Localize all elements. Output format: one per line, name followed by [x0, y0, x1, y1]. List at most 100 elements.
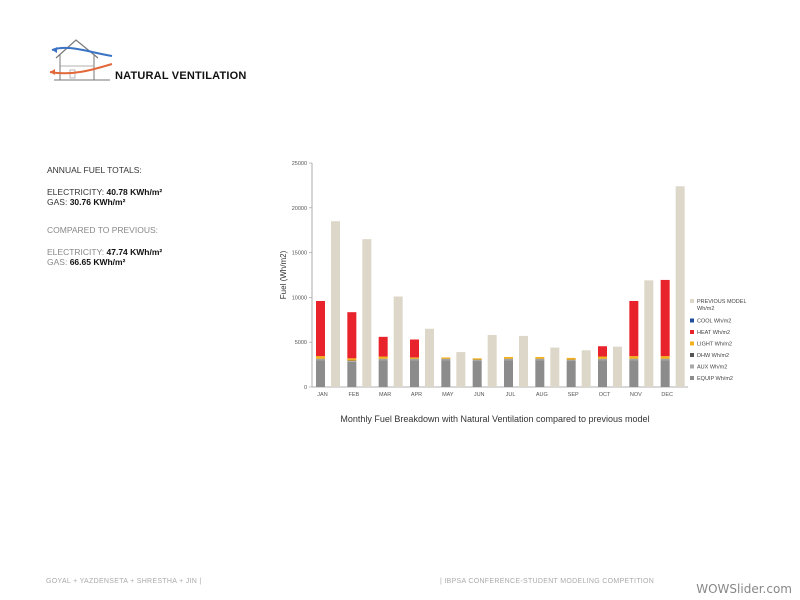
footer-authors: GOYAL + YAZDENSETA + SHRESTHA + JIN | — [46, 578, 202, 585]
prev-gas-total: GAS: 66.65 KWh/m² — [47, 257, 162, 267]
legend-swatch — [690, 376, 694, 380]
bar-heat — [598, 346, 607, 357]
bar-light — [566, 357, 576, 360]
legend-label: COOL Wh/m2 — [697, 319, 731, 325]
electricity-value: 40.78 KWh/m² — [106, 187, 163, 197]
legend-label: EQUIP Wh/m2 — [697, 376, 733, 382]
bar-heat — [660, 279, 670, 357]
gas-value: 30.76 KWh/m² — [69, 197, 126, 207]
bar-previous-model — [581, 350, 591, 387]
bar-light — [660, 356, 670, 359]
legend-label: AUX Wh/m2 — [697, 365, 727, 371]
bar-aux — [660, 359, 670, 361]
fuel-chart: 0 5000 10000 15000 20000 25000 Fuel (Wh/m2) JAN… — [279, 155, 760, 435]
bar-light — [629, 356, 639, 359]
prev-electricity-total: ELECTRICITY: 47.74 KWh/m² — [47, 247, 162, 257]
x-tick-label: AUG — [536, 392, 548, 398]
bar-light — [410, 357, 419, 359]
bar-previous-model — [550, 347, 560, 387]
bar-aux — [316, 359, 325, 361]
bar-previous-model — [613, 346, 622, 387]
bar-previous-model — [644, 280, 654, 387]
x-tick-label: MAY — [442, 392, 454, 398]
bar-equip — [504, 360, 513, 387]
prev-electricity-label: ELECTRICITY: — [47, 247, 107, 257]
bar-equip — [629, 360, 639, 387]
gas-label: GAS: — [47, 197, 70, 207]
bar-light — [316, 356, 325, 359]
bar-previous-model — [393, 296, 403, 387]
compare-heading: COMPARED TO PREVIOUS: — [47, 225, 158, 235]
x-tick-label: SEP — [568, 392, 579, 398]
bar-heat — [410, 339, 419, 358]
bar-equip — [566, 361, 576, 387]
bar-light — [347, 358, 357, 361]
bar-light — [598, 356, 607, 359]
bar-previous-model — [331, 221, 340, 387]
legend-label: LIGHT Wh/m2 — [697, 342, 732, 348]
legend-swatch — [690, 353, 694, 357]
bar-aux — [410, 359, 419, 361]
bar-aux — [504, 359, 513, 361]
bar-equip — [535, 360, 545, 387]
prev-electricity-value: 47.74 KWh/m² — [106, 247, 163, 257]
y-tick-label: 15000 — [292, 251, 307, 257]
x-tick-label: JAN — [317, 392, 327, 398]
house-airflow-icon — [48, 36, 118, 86]
fuel-chart-svg: 0 5000 10000 15000 20000 25000 Fuel (Wh/m2) JAN… — [279, 161, 747, 398]
bar-previous-model — [519, 335, 528, 387]
page-title: NATURAL VENTILATION — [115, 70, 247, 82]
bar-aux — [378, 359, 388, 361]
bar-light — [472, 358, 482, 360]
x-tick-label: JUL — [506, 392, 516, 398]
legend-label: DHW Wh/m2 — [697, 353, 729, 359]
bar-light — [441, 357, 451, 359]
y-axis-label: Fuel (Wh/m2) — [280, 250, 288, 299]
watermark: WOWSlider.com — [696, 582, 792, 596]
bar-equip — [378, 360, 388, 387]
bar-equip — [410, 360, 419, 387]
bar-light — [504, 356, 513, 359]
bar-aux — [629, 359, 639, 361]
legend-swatch — [690, 341, 694, 346]
y-tick-label: 25000 — [292, 161, 307, 167]
legend-swatch — [690, 364, 694, 369]
bar-previous-model — [456, 352, 466, 387]
x-tick-label: JUN — [474, 392, 485, 398]
electricity-total: ELECTRICITY: 40.78 KWh/m² — [47, 187, 162, 197]
y-tick-label: 20000 — [292, 206, 307, 212]
x-tick-label: MAR — [379, 392, 391, 398]
electricity-label: ELECTRICITY: — [47, 187, 107, 197]
bar-equip — [347, 361, 357, 387]
bar-aux — [566, 360, 576, 362]
bar-previous-model — [487, 335, 497, 387]
bar-previous-model — [362, 239, 372, 387]
legend-swatch — [690, 330, 694, 334]
bar-aux — [598, 359, 607, 361]
x-tick-label: APR — [411, 392, 422, 398]
gas-total: GAS: 30.76 KWh/m² — [47, 197, 162, 207]
totals-heading: ANNUAL FUEL TOTALS: — [47, 165, 142, 175]
bar-previous-model — [675, 186, 685, 387]
legend-swatch — [690, 318, 694, 323]
y-tick-label: 5000 — [295, 340, 307, 346]
legend-label: HEAT Wh/m2 — [697, 330, 730, 336]
bar-previous-model — [425, 328, 434, 387]
x-tick-label: FEB — [348, 392, 359, 398]
bar-light — [535, 356, 545, 359]
bar-aux — [535, 359, 545, 361]
y-tick-label: 0 — [304, 385, 307, 391]
annual-fuel-totals: ANNUAL FUEL TOTALS: ELECTRICITY: 40.78 K… — [47, 165, 162, 267]
bar-heat — [378, 336, 388, 357]
bar-equip — [441, 360, 451, 387]
bar-equip — [472, 361, 482, 387]
prev-gas-label: GAS: — [47, 257, 70, 267]
bar-equip — [660, 360, 670, 387]
legend-label: PREVIOUS MODEL — [697, 299, 747, 305]
bar-heat — [316, 300, 325, 357]
chart-title: Monthly Fuel Breakdown with Natural Vent… — [340, 414, 650, 424]
bar-equip — [316, 360, 325, 387]
footer-event: | IBPSA CONFERENCE-STUDENT MODELING COMP… — [440, 578, 655, 585]
bar-aux — [347, 361, 357, 362]
bar-light — [378, 356, 388, 359]
